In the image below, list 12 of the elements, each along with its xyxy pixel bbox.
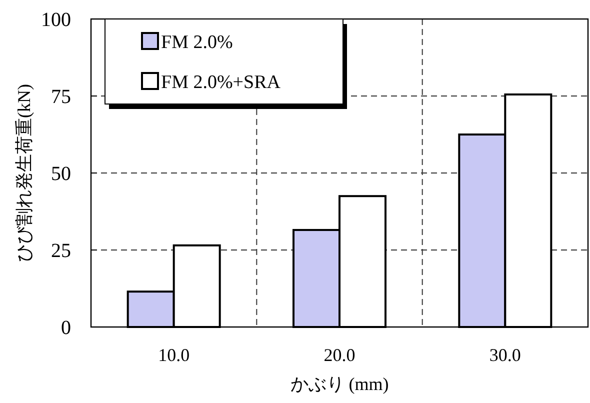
y-tick-label: 0 [61,317,71,339]
legend-label: FM 2.0%+SRA [161,72,281,93]
y-tick-label: 75 [51,86,71,108]
y-tick-label: 50 [51,163,71,185]
y-tick-label: 100 [41,9,71,31]
x-tick-label: 20.0 [324,345,356,365]
y-tick-label: 25 [51,240,71,262]
x-tick-label: 30.0 [489,345,521,365]
y-axis-title: ひび割れ発生荷重(kN) [14,84,34,262]
x-tick-label: 10.0 [158,345,190,365]
x-axis-title: かぶり (mm) [290,374,389,394]
legend-label: FM 2.0% [161,32,233,53]
